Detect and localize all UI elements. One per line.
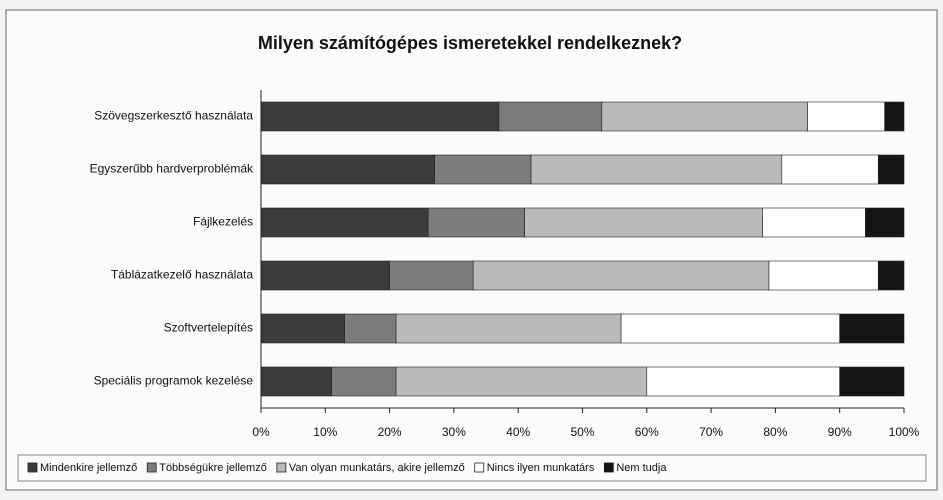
bar-segment [807, 101, 886, 132]
bar-segment [781, 154, 879, 185]
bar-segment [601, 101, 808, 132]
legend-label: Nincs ilyen munkatárs [487, 462, 595, 474]
bar-segment [646, 366, 840, 397]
bar-segment [427, 207, 525, 238]
x-tick-label: 40% [506, 425, 530, 439]
x-tick-label: 0% [252, 425, 270, 439]
chart-frame [5, 9, 938, 491]
y-tick-label: Speciális programok kezelése [94, 374, 254, 388]
chart-title: Milyen számítógépes ismeretekkel rendelk… [258, 33, 682, 53]
legend-swatch [474, 462, 485, 473]
bar-segment [498, 101, 603, 132]
x-tick-label: 80% [763, 425, 787, 439]
legend-label: Van olyan munkatárs, akire jellemző [289, 462, 465, 474]
y-tick-label: Táblázatkezelő használata [111, 268, 253, 282]
legend-swatch [276, 462, 287, 473]
x-tick-label: 70% [699, 425, 723, 439]
legend-label: Többségükre jellemző [159, 462, 267, 474]
bar-segment [389, 260, 474, 291]
bar-segment [260, 207, 429, 238]
y-tick-label: Szoftvertelepítés [164, 321, 253, 335]
bar-segment [884, 101, 905, 132]
legend-swatch [146, 462, 157, 473]
legend-swatch [603, 462, 614, 473]
bar-segment [839, 313, 905, 344]
x-tick-label: 90% [828, 425, 852, 439]
x-tick-label: 100% [889, 425, 920, 439]
bar-segment [524, 207, 763, 238]
bar-segment [395, 313, 622, 344]
x-tick-label: 60% [635, 425, 659, 439]
bar-segment [260, 101, 500, 132]
x-tick-label: 30% [442, 425, 466, 439]
legend-frame [17, 454, 927, 482]
x-tick-label: 10% [313, 425, 337, 439]
bar-segment [260, 313, 345, 344]
bar-segment [260, 154, 435, 185]
bar-segment [768, 260, 879, 291]
bar-segment [260, 366, 333, 397]
legend-label: Mindenkire jellemző [40, 462, 137, 474]
y-tick-label: Egyszerűbb hardverproblémák [90, 162, 254, 176]
bar-segment [331, 366, 397, 397]
bar-segment [865, 207, 905, 238]
legend-swatch [27, 462, 38, 473]
y-tick-label: Szövegszerkesztő használata [94, 109, 253, 123]
x-tick-label: 20% [378, 425, 402, 439]
bar-segment [530, 154, 783, 185]
bar-segment [344, 313, 397, 344]
bar-segment [839, 366, 905, 397]
bar-segment [434, 154, 532, 185]
bar-segment [472, 260, 770, 291]
bar-segment [620, 313, 841, 344]
bar-segment [762, 207, 866, 238]
bar-segment [260, 260, 390, 291]
legend-label: Nem tudja [616, 462, 667, 474]
bar-segment [877, 260, 905, 291]
bar-segment [395, 366, 648, 397]
y-tick-label: Fájlkezelés [193, 215, 253, 229]
x-tick-label: 50% [570, 425, 594, 439]
bar-segment [877, 154, 905, 185]
